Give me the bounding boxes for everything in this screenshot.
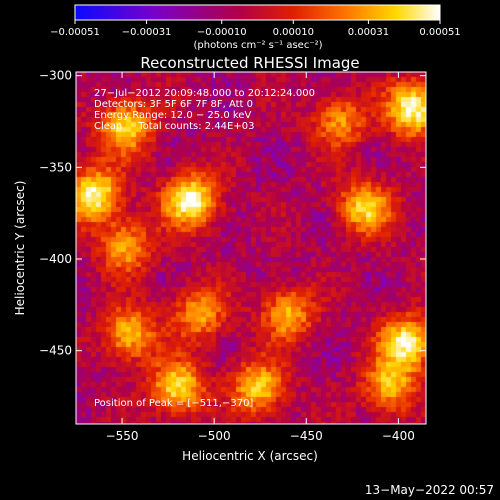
colorbar-tick-label: 0.00010 <box>273 27 314 38</box>
colorbar-tick-label: −0.00051 <box>50 27 100 38</box>
x-tick-label: −500 <box>198 429 231 443</box>
info-line-detectors: Detectors: 3F 5F 6F 7F 8F, Att 0 <box>94 99 253 110</box>
colorbar-tick-label: 0.00031 <box>348 27 389 38</box>
y-tick-label: −300 <box>39 69 72 83</box>
colorbar-tick-label: 0.00051 <box>419 27 460 38</box>
x-axis-ticks: −550 −500 −450 −400 <box>106 72 415 443</box>
colorbar <box>74 4 441 21</box>
chart-title: Reconstructed RHESSI Image <box>140 54 359 72</box>
y-tick-label: −400 <box>39 252 72 266</box>
colorbar-tick-label: −0.00031 <box>122 27 172 38</box>
colorbar-tick-label: −0.00010 <box>197 27 247 38</box>
observation-info: 27−Jul−2012 20:09:48.000 to 20:12:24.000… <box>94 88 315 132</box>
plot-frame <box>75 71 427 425</box>
y-tick-label: −350 <box>39 160 72 174</box>
y-axis-ticks: −300 −350 −400 −450 <box>39 69 426 358</box>
info-line-counts: Clean Total counts: 2.44E+03 <box>94 121 254 132</box>
colorbar-unit-label: (photons cm⁻² s⁻¹ asec⁻²) <box>193 40 322 51</box>
x-axis-label: Heliocentric X (arcsec) <box>182 449 318 463</box>
peak-position-label: Position of Peak = [−511,−370] <box>94 398 253 409</box>
heatmap-image <box>76 72 426 424</box>
colorbar-ticks: −0.00051 −0.00031 −0.00010 0.00010 0.00031 0.… <box>50 20 461 38</box>
timestamp: 13−May−2022 00:57 <box>365 483 494 497</box>
x-tick-label: −400 <box>382 429 415 443</box>
y-tick-label: −450 <box>39 344 72 358</box>
y-axis-label: Heliocentric Y (arcsec) <box>13 181 27 316</box>
info-line-time: 27−Jul−2012 20:09:48.000 to 20:12:24.000 <box>94 88 315 99</box>
info-line-energy: Energy Range: 12.0 − 25.0 keV <box>94 110 251 121</box>
x-tick-label: −550 <box>106 429 139 443</box>
x-tick-label: −450 <box>290 429 323 443</box>
